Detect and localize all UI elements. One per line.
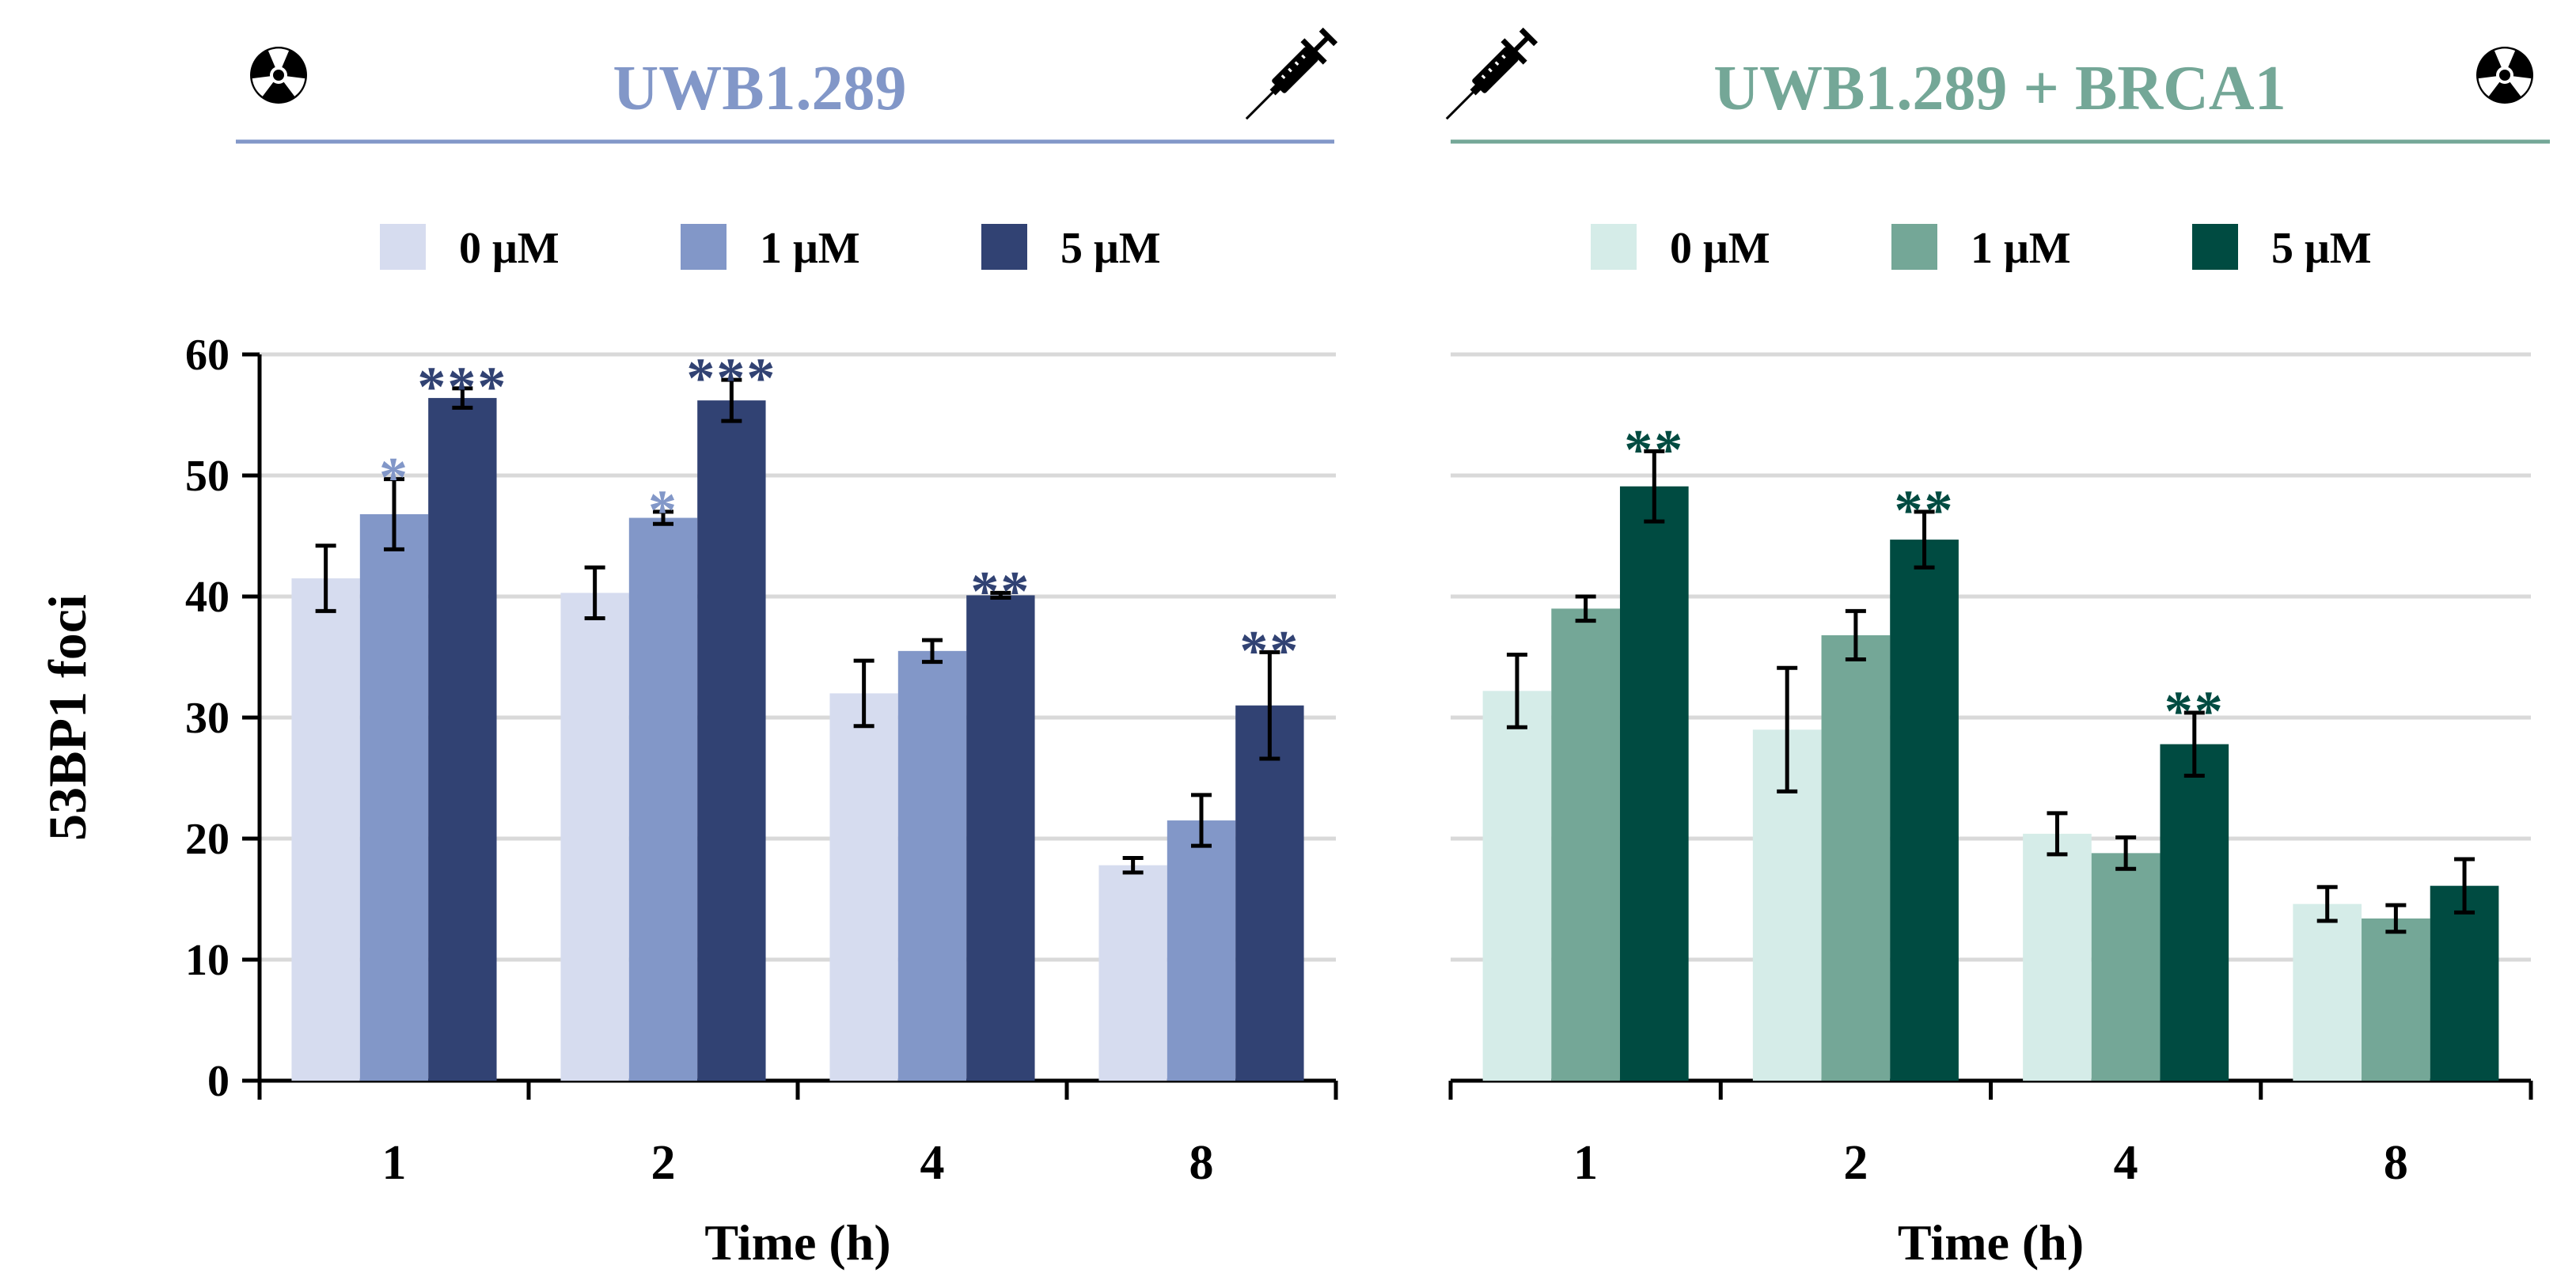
right-panel: UWB1.289 + BRCA1 0 μM 1 μM 5 μM ** 1 ** 2 ** 4 8 Ti… xyxy=(1435,23,2550,1271)
y-tick-label: 10 xyxy=(185,936,230,985)
right-bar xyxy=(2362,918,2430,1081)
left-bar xyxy=(697,400,766,1081)
left-legend-swatch xyxy=(981,224,1027,270)
right-bar xyxy=(2160,744,2229,1081)
left-legend-label: 1 μM xyxy=(760,224,860,273)
right-bar xyxy=(2023,833,2092,1081)
right-bar xyxy=(1482,691,1552,1081)
right-bar xyxy=(2091,853,2161,1081)
right-significance-mark: ** xyxy=(1895,479,1955,542)
y-tick-label: 50 xyxy=(185,452,230,501)
left-bar xyxy=(428,398,497,1081)
left-significance-mark: *** xyxy=(686,347,776,410)
left-legend-swatch xyxy=(681,224,727,270)
radiation-icon xyxy=(2476,47,2533,104)
right-legend-swatch xyxy=(1891,224,1937,270)
right-legend-label: 0 μM xyxy=(1670,224,1770,273)
left-panel: UWB1.289 0 μM 1 μM 5 μM 0 10 20 30 40 50 60 53BP1 f… xyxy=(37,23,1342,1271)
y-tick-label: 40 xyxy=(185,573,230,622)
y-tick-label: 0 xyxy=(207,1057,230,1106)
syringe-icon xyxy=(1235,23,1342,131)
left-significance-mark: * xyxy=(648,479,678,542)
right-x-tick-label: 8 xyxy=(2384,1136,2408,1190)
left-bar xyxy=(897,650,967,1081)
right-bar xyxy=(1551,608,1620,1081)
right-significance-mark: ** xyxy=(2164,680,2225,743)
right-bar xyxy=(2430,885,2499,1081)
left-x-tick-label: 4 xyxy=(920,1136,945,1190)
right-significance-mark: ** xyxy=(1624,418,1684,481)
syringe-icon xyxy=(1435,23,1542,131)
right-bar xyxy=(1821,634,1891,1081)
right-legend-label: 5 μM xyxy=(2271,224,2372,273)
right-legend-swatch xyxy=(2192,224,2238,270)
left-bar xyxy=(291,578,360,1081)
left-bar xyxy=(628,517,698,1081)
y-tick-label: 30 xyxy=(185,694,230,743)
left-bar xyxy=(1235,705,1304,1081)
right-x-tick-label: 1 xyxy=(1573,1136,1598,1190)
right-legend-label: 1 μM xyxy=(1971,224,2071,273)
left-significance-mark: * xyxy=(379,446,409,509)
y-tick-label: 60 xyxy=(185,331,230,380)
left-bar xyxy=(560,593,629,1081)
right-legend-swatch xyxy=(1591,224,1637,270)
left-panel-title: UWB1.289 xyxy=(613,54,906,123)
left-legend-label: 0 μM xyxy=(459,224,560,273)
right-bar xyxy=(2293,903,2362,1081)
right-x-axis-title: Time (h) xyxy=(1898,1214,2084,1271)
left-bar xyxy=(829,693,898,1081)
left-x-axis-title: Time (h) xyxy=(704,1214,890,1271)
right-bar xyxy=(1619,486,1689,1081)
y-tick-label: 20 xyxy=(185,815,230,864)
right-panel-title: UWB1.289 + BRCA1 xyxy=(1713,54,2286,123)
left-legend-label: 5 μM xyxy=(1060,224,1161,273)
left-x-tick-label: 1 xyxy=(382,1136,407,1190)
right-x-tick-label: 2 xyxy=(1843,1136,1868,1190)
left-significance-mark: *** xyxy=(417,355,507,419)
left-bar xyxy=(1098,865,1167,1081)
left-significance-mark: ** xyxy=(970,559,1030,623)
left-bar xyxy=(1167,820,1236,1081)
y-axis-title: 53BP1 foci xyxy=(37,594,97,841)
left-bar xyxy=(966,595,1035,1081)
left-x-tick-label: 2 xyxy=(651,1136,676,1190)
right-bar xyxy=(1890,540,1959,1081)
right-x-tick-label: 4 xyxy=(2114,1136,2138,1190)
left-significance-mark: ** xyxy=(1239,619,1299,682)
left-legend-swatch xyxy=(380,224,426,270)
left-x-tick-label: 8 xyxy=(1189,1136,1214,1190)
left-bar xyxy=(359,513,429,1081)
radiation-icon xyxy=(250,47,307,104)
